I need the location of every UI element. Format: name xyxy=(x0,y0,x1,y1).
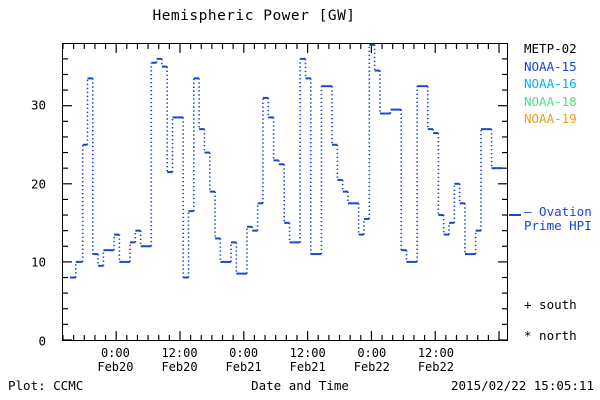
x-axis-tick-label: 0:00 Feb21 xyxy=(199,346,289,374)
x-tick-time: 0:00 xyxy=(229,346,259,360)
y-axis-ticks xyxy=(63,58,507,341)
legend: METP-02 NOAA-15 NOAA-16 NOAA-18 NOAA-19 xyxy=(524,40,577,128)
x-axis-tick-label: 0:00 Feb20 xyxy=(70,346,160,374)
x-tick-time: 12:00 xyxy=(161,346,198,360)
x-tick-time: 12:00 xyxy=(289,346,326,360)
x-tick-time: 12:00 xyxy=(417,346,454,360)
ovation-legend-line2: Prime HPI xyxy=(524,218,592,233)
ovation-legend-line1: — Ovation xyxy=(524,204,592,219)
x-tick-date: Feb22 xyxy=(353,359,390,374)
x-axis-tick-label: 0:00 Feb22 xyxy=(327,346,417,374)
legend-item-noaa-19: NOAA-19 xyxy=(524,111,577,126)
legend-item-noaa-16: NOAA-16 xyxy=(524,76,577,91)
x-tick-date: Feb20 xyxy=(161,359,198,374)
x-tick-date: Feb20 xyxy=(97,359,134,374)
y-axis-tick-label: 10 xyxy=(30,254,46,270)
x-axis-tick-label: 12:00 Feb20 xyxy=(135,346,225,374)
x-axis-title: Date and Time xyxy=(251,378,349,393)
legend-item-noaa-15: NOAA-15 xyxy=(524,58,577,74)
page-title: Hemispheric Power [GW] xyxy=(152,8,356,24)
north-symbol-legend: * north xyxy=(524,328,577,343)
x-tick-date: Feb21 xyxy=(289,359,326,374)
timestamp: 2015/02/22 15:05:11 xyxy=(451,378,594,393)
ovation-legend: — Ovation Prime HPI xyxy=(524,205,592,233)
x-tick-date: Feb22 xyxy=(417,359,454,374)
x-axis-tick-label: 12:00 Feb22 xyxy=(391,346,481,374)
x-tick-date: Feb21 xyxy=(225,359,262,374)
south-symbol-legend: + south xyxy=(524,297,577,312)
plot-area xyxy=(62,43,508,341)
legend-item-noaa-18: NOAA-18 xyxy=(524,93,577,109)
x-tick-time: 0:00 xyxy=(357,346,387,360)
ovation-prime-hpi-series xyxy=(69,43,503,279)
plot-credit: Plot: CCMC xyxy=(8,378,84,393)
y-axis-tick-label: 30 xyxy=(30,97,46,113)
ovation-current-marker xyxy=(509,214,521,217)
y-axis-tick-label: 0 xyxy=(38,333,46,349)
legend-item-metp-02: METP-02 xyxy=(524,41,577,56)
x-axis-tick-label: 12:00 Feb21 xyxy=(263,346,353,374)
x-axis-ticks xyxy=(62,44,500,340)
data-canvas xyxy=(62,43,507,341)
y-axis-tick-label: 20 xyxy=(30,176,46,192)
x-tick-time: 0:00 xyxy=(100,346,130,360)
